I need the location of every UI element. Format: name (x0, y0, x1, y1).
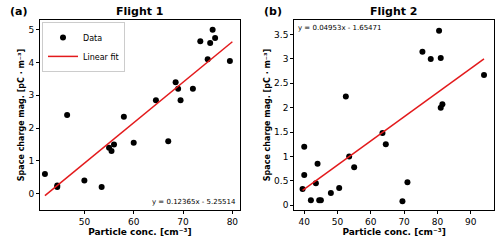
svg-text:5: 5 (28, 25, 34, 35)
svg-text:Space charge mag. [pC · m⁻³]: Space charge mag. [pC · m⁻³] (17, 49, 26, 181)
svg-text:80: 80 (432, 217, 444, 227)
svg-text:Flight 2: Flight 2 (370, 5, 418, 18)
svg-text:50: 50 (332, 217, 344, 227)
svg-text:y = 0.04953x - 1.65471: y = 0.04953x - 1.65471 (298, 24, 381, 32)
svg-text:(b): (b) (264, 5, 282, 18)
svg-text:(a): (a) (10, 5, 27, 18)
svg-text:3.5: 3.5 (274, 30, 288, 40)
svg-text:2: 2 (28, 123, 34, 133)
svg-text:1: 1 (28, 156, 34, 166)
svg-text:90: 90 (465, 217, 477, 227)
svg-text:1.5: 1.5 (274, 127, 288, 137)
svg-text:Data: Data (83, 34, 102, 43)
svg-text:50: 50 (79, 217, 91, 227)
svg-text:2.5: 2.5 (274, 78, 288, 88)
svg-text:0.5: 0.5 (274, 176, 288, 186)
svg-text:Linear fit: Linear fit (83, 53, 119, 62)
svg-text:70: 70 (398, 217, 410, 227)
svg-text:y = 0.12365x - 5.25514: y = 0.12365x - 5.25514 (152, 198, 236, 206)
svg-text:0: 0 (283, 200, 289, 210)
svg-text:60: 60 (128, 217, 140, 227)
svg-text:60: 60 (365, 217, 377, 227)
svg-text:Flight 1: Flight 1 (116, 5, 164, 18)
svg-text:Particle conc. [cm⁻³]: Particle conc. [cm⁻³] (342, 227, 445, 237)
svg-text:0: 0 (28, 189, 34, 199)
svg-text:3: 3 (283, 54, 289, 64)
svg-text:4: 4 (28, 58, 34, 68)
svg-text:2: 2 (283, 103, 289, 113)
svg-text:Particle conc. [cm⁻³]: Particle conc. [cm⁻³] (88, 227, 191, 237)
svg-text:80: 80 (227, 217, 239, 227)
svg-text:1: 1 (283, 152, 289, 162)
svg-text:Space charge mag. [pC · m⁻³]: Space charge mag. [pC · m⁻³] (263, 49, 272, 181)
svg-text:40: 40 (299, 217, 311, 227)
svg-text:70: 70 (177, 217, 189, 227)
svg-text:3: 3 (28, 90, 34, 100)
